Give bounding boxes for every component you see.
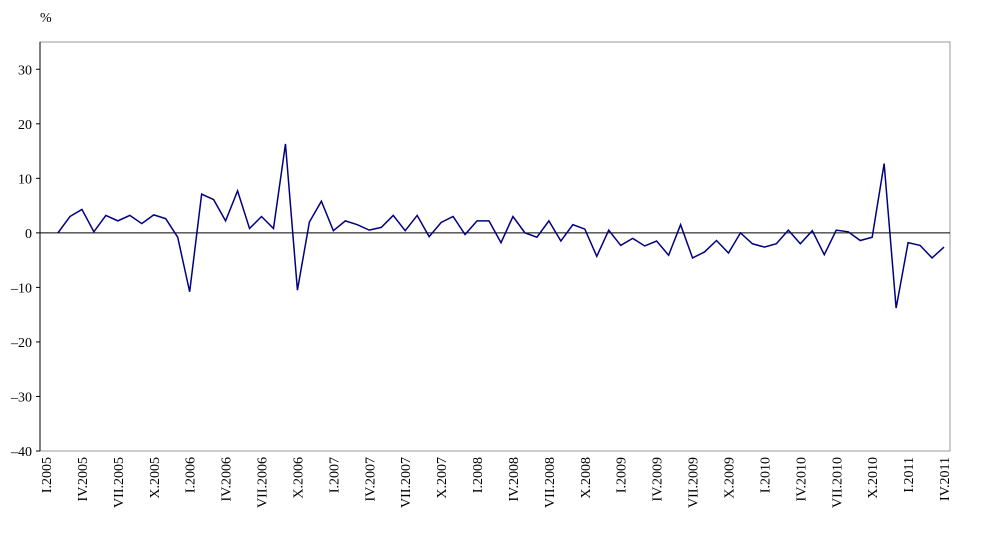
x-tick-label: IV.2011 — [938, 457, 953, 501]
y-tick-label: 0 — [25, 227, 32, 242]
x-tick-label: X.2006 — [291, 457, 306, 499]
x-tick-label: I.2008 — [471, 457, 486, 493]
y-tick-label: –20 — [10, 336, 32, 351]
x-tick-label: I.2010 — [758, 457, 773, 493]
x-tick-label: IV.2010 — [794, 457, 809, 501]
x-tick-label: X.2008 — [579, 457, 594, 499]
y-tick-label: 20 — [18, 118, 32, 133]
x-tick-label: VII.2009 — [687, 457, 702, 508]
x-tick-label: VII.2007 — [399, 457, 414, 508]
y-tick-label: –40 — [10, 445, 32, 460]
x-tick-label: VII.2005 — [112, 457, 127, 508]
x-tick-label: I.2007 — [327, 457, 342, 493]
x-tick-label: IV.2008 — [507, 457, 522, 501]
x-tick-label: IV.2007 — [363, 457, 378, 501]
x-tick-label: IV.2009 — [651, 457, 666, 501]
x-tick-label: I.2006 — [184, 457, 199, 493]
x-tick-label: VII.2010 — [830, 457, 845, 508]
y-tick-label: –10 — [10, 281, 32, 296]
x-tick-label: I.2009 — [615, 457, 630, 493]
x-tick-label: X.2005 — [148, 457, 163, 499]
y-tick-label: 10 — [18, 172, 32, 187]
x-tick-label: IV.2005 — [76, 457, 91, 501]
plot-frame — [39, 41, 951, 452]
x-tick-label: X.2009 — [722, 457, 737, 499]
data-line — [57, 143, 945, 309]
x-tick-label: I.2011 — [902, 457, 917, 493]
x-tick-label: I.2005 — [40, 457, 55, 493]
y-axis-unit: % — [40, 11, 52, 26]
x-tick-label: X.2007 — [435, 457, 450, 499]
y-tick-label: –30 — [10, 390, 32, 405]
x-tick-label: IV.2006 — [220, 457, 235, 501]
x-tick-label: X.2010 — [866, 457, 881, 499]
x-tick-label: VII.2008 — [543, 457, 558, 508]
x-tick-label: VII.2006 — [256, 457, 271, 508]
y-tick-label: 30 — [18, 63, 32, 78]
